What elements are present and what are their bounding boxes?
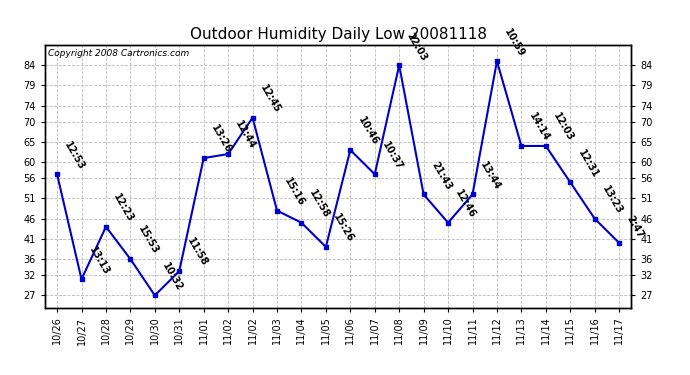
- Text: 12:58: 12:58: [307, 188, 331, 220]
- Text: 12:45: 12:45: [258, 83, 282, 115]
- Text: 12:53: 12:53: [63, 140, 87, 171]
- Text: 21:43: 21:43: [429, 160, 453, 192]
- Text: 12:03: 12:03: [551, 111, 575, 143]
- Title: Outdoor Humidity Daily Low 20081118: Outdoor Humidity Daily Low 20081118: [190, 27, 486, 42]
- Text: 12:31: 12:31: [576, 148, 600, 180]
- Text: 2:47: 2:47: [624, 214, 645, 240]
- Text: 15:53: 15:53: [136, 224, 160, 256]
- Text: 12:46: 12:46: [453, 188, 477, 220]
- Text: 13:13: 13:13: [87, 244, 111, 276]
- Text: 13:44: 13:44: [478, 160, 502, 192]
- Text: 10:59: 10:59: [502, 27, 526, 58]
- Text: 13:23: 13:23: [600, 184, 624, 216]
- Text: 10:46: 10:46: [356, 116, 380, 147]
- Text: 22:03: 22:03: [405, 31, 429, 62]
- Text: 11:58: 11:58: [185, 236, 209, 268]
- Text: 13:26: 13:26: [209, 123, 233, 155]
- Text: Copyright 2008 Cartronics.com: Copyright 2008 Cartronics.com: [48, 49, 189, 58]
- Text: 10:37: 10:37: [380, 140, 404, 171]
- Text: 14:14: 14:14: [527, 111, 551, 143]
- Text: 10:32: 10:32: [160, 261, 184, 292]
- Text: 15:16: 15:16: [283, 176, 307, 208]
- Text: 12:44: 12:44: [234, 119, 258, 151]
- Text: 15:26: 15:26: [331, 212, 355, 244]
- Text: 12:23: 12:23: [112, 192, 136, 224]
